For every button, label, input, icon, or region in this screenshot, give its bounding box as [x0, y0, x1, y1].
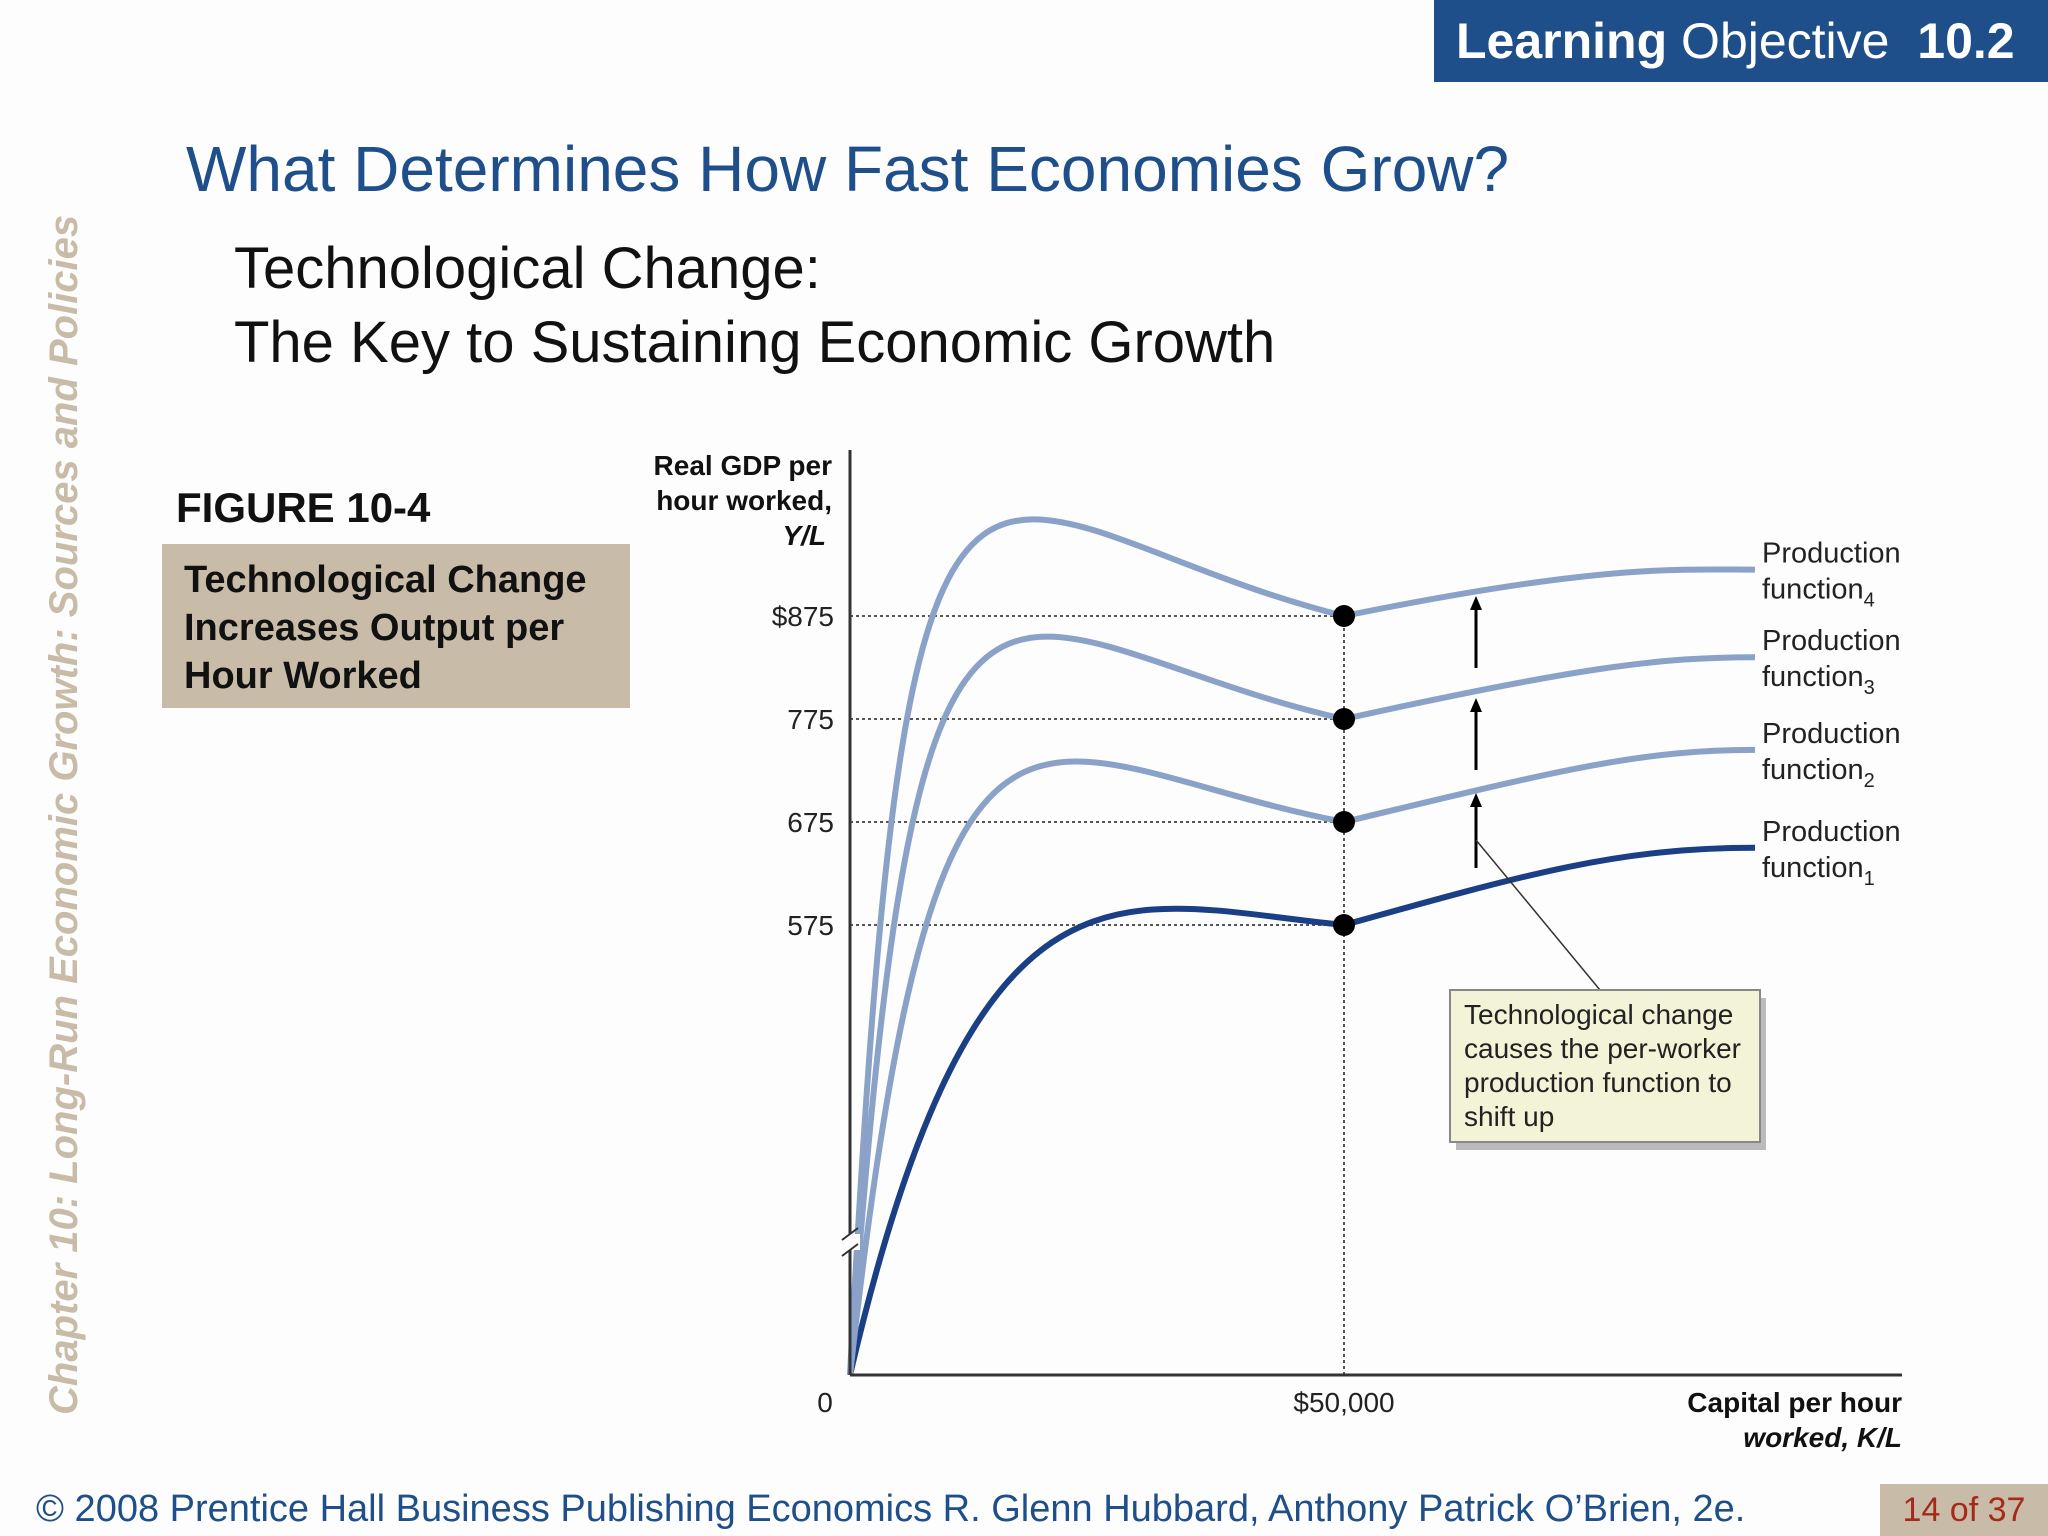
y-axis-label-3: Y/L	[782, 520, 826, 551]
guide-lines	[850, 615, 1345, 1375]
shift-arrows	[1470, 596, 1482, 868]
figure-caption-line: Hour Worked	[184, 655, 422, 697]
figure-caption-line: Increases Output per	[184, 607, 565, 649]
curve-label: function1	[1762, 852, 1875, 890]
figure-caption-box: Technological Change Increases Output pe…	[162, 544, 630, 708]
shift-arrowhead	[1470, 698, 1482, 712]
y-axis-break	[840, 1227, 860, 1257]
annotation-line: shift up	[1464, 1101, 1554, 1132]
curve-label: function2	[1762, 754, 1875, 792]
page-title: What Determines How Fast Economies Grow?	[186, 133, 1510, 205]
axes	[840, 450, 1902, 1377]
annotation-pointer	[1475, 839, 1601, 991]
curve-label: function3	[1762, 661, 1875, 699]
footer-credit: © 2008 Prentice Hall Business Publishing…	[36, 1488, 1746, 1530]
y-axis-label-2: hour worked,	[656, 485, 832, 516]
figure-label: FIGURE 10-4	[176, 484, 431, 531]
curve-label: Production	[1762, 816, 1901, 848]
y-tick-label: 775	[787, 704, 834, 735]
y-tick-labels: 575 675 775 $875	[772, 601, 834, 941]
curve-production-function4	[847, 516, 1756, 1376]
y-tick-label: 675	[787, 807, 834, 838]
annotation-box	[1449, 989, 1761, 1143]
banner-number: 10.2	[1917, 13, 2015, 69]
curve-label: Production	[1762, 625, 1901, 657]
curve-label: function4	[1762, 574, 1875, 612]
annotation: Technological change causes the per-work…	[1449, 839, 1766, 1150]
banner-rest: Objective	[1681, 13, 1890, 69]
curve-labels: Production function1 Production function2 Pr…	[1762, 538, 1901, 890]
x-tick-label: $50,000	[1293, 1387, 1394, 1418]
figure-caption-line: Technological Change	[184, 559, 587, 601]
subtitle-line-2: The Key to Sustaining Economic Growth	[234, 310, 1276, 375]
curves	[847, 516, 1756, 1376]
curve-label: Production	[1762, 538, 1901, 570]
banner-bold: Learning	[1456, 13, 1668, 69]
shift-arrowhead	[1470, 793, 1482, 807]
data-point	[1333, 811, 1355, 833]
y-axis-label-1: Real GDP per	[654, 450, 833, 481]
page-number: 14 of 37	[1880, 1484, 2048, 1536]
points	[1333, 605, 1355, 936]
shift-arrowhead	[1470, 596, 1482, 610]
curve-label: Production	[1762, 718, 1901, 750]
annotation-line: production function to	[1464, 1067, 1732, 1098]
origin-label: 0	[817, 1387, 833, 1418]
curve-production-function2	[847, 746, 1756, 1376]
data-point	[1333, 708, 1355, 730]
curve-production-function1	[847, 844, 1756, 1376]
x-axis-label-2: worked, K/L	[1743, 1422, 1902, 1453]
annotation-line: causes the per-worker	[1464, 1033, 1741, 1064]
y-tick-label: 575	[787, 910, 834, 941]
x-axis-label-1: Capital per hour	[1687, 1387, 1902, 1418]
subtitle-line-1: Technological Change:	[234, 236, 821, 301]
subtitle: Technological Change: The Key to Sustain…	[234, 232, 1275, 380]
annotation-line: Technological change	[1464, 999, 1733, 1030]
data-point	[1333, 605, 1355, 627]
curve-production-function3	[847, 633, 1756, 1376]
y-tick-label: $875	[772, 601, 834, 632]
learning-objective-banner: Learning Objective 10.2	[1434, 0, 2048, 82]
data-point	[1333, 914, 1355, 936]
